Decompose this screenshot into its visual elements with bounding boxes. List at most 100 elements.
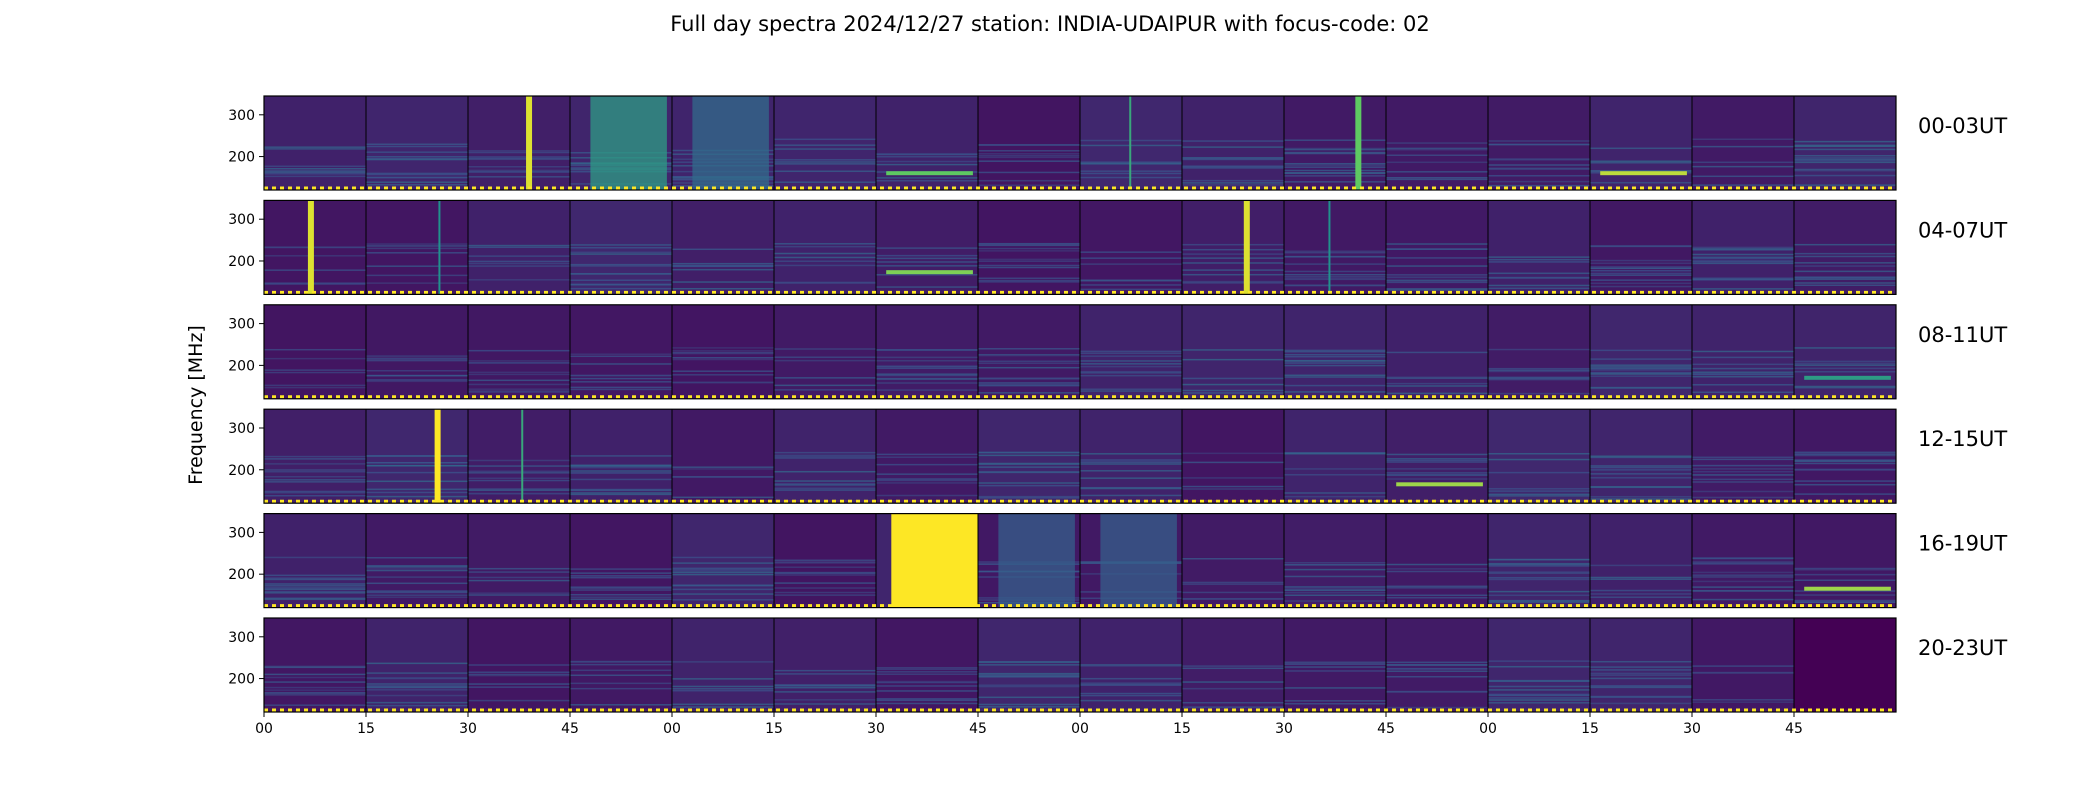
rfi-line — [1386, 147, 1488, 150]
rfi-line — [1386, 594, 1488, 597]
rfi-line — [1692, 571, 1794, 574]
rfi-line — [672, 358, 774, 361]
rfi-line — [366, 355, 468, 357]
rfi-line — [1284, 568, 1386, 571]
rfi-line — [774, 252, 876, 255]
rfi-line — [366, 274, 468, 277]
spectrum-panel — [1386, 409, 1488, 504]
rfi-line — [1080, 372, 1182, 374]
rfi-line — [672, 661, 774, 663]
rfi-line — [978, 154, 1080, 157]
spectrum-panel — [876, 409, 978, 504]
rfi-line — [978, 348, 1080, 350]
spectrum-panel — [1692, 513, 1794, 608]
rfi-line — [366, 462, 468, 464]
spectrum-panel — [672, 200, 774, 295]
rfi-line — [264, 492, 366, 494]
rfi-line — [366, 566, 468, 568]
rfi-line — [978, 672, 1080, 675]
rfi-line — [1488, 261, 1590, 263]
rfi-line — [1590, 259, 1692, 262]
rfi-line — [1692, 458, 1794, 461]
rfi-line — [1080, 251, 1182, 253]
rfi-line — [366, 569, 468, 572]
rfi-line — [1080, 352, 1182, 354]
rfi-line — [1080, 494, 1182, 497]
rfi-line — [570, 488, 672, 491]
rfi-line — [1488, 490, 1590, 492]
rfi-line — [978, 281, 1080, 283]
rfi-line — [1080, 677, 1182, 680]
rfi-line — [1692, 350, 1794, 353]
rfi-line — [978, 674, 1080, 676]
rfi-line — [672, 352, 774, 355]
spectrum-panel — [1692, 96, 1794, 190]
x-tick-label: 15 — [1581, 721, 1599, 737]
spectra-row-3: 200 300 12-15UT — [228, 408, 2007, 504]
rfi-line — [1080, 374, 1182, 377]
rfi-line — [264, 168, 366, 170]
rfi-line — [1284, 273, 1386, 276]
spectrum-panel — [672, 513, 774, 608]
rfi-line — [264, 148, 366, 150]
rfi-line — [978, 144, 1080, 146]
rfi-line — [1488, 571, 1590, 573]
rfi-band — [1804, 375, 1891, 380]
rfi-line — [1386, 288, 1488, 290]
rfi-line — [774, 356, 876, 358]
rfi-line — [1692, 468, 1794, 470]
rfi-line — [1080, 682, 1182, 684]
spectrum-panel — [468, 96, 570, 190]
rfi-line — [876, 478, 978, 480]
spectrum-panel — [774, 618, 876, 712]
rfi-line — [876, 177, 978, 179]
rfi-line — [978, 171, 1080, 174]
rfi-line — [468, 686, 570, 688]
rfi-line — [1284, 166, 1386, 168]
rfi-line — [1284, 391, 1386, 393]
rfi-line — [366, 685, 468, 687]
rfi-line — [1794, 161, 1896, 164]
rfi-line — [1794, 255, 1896, 258]
rfi-line — [1284, 350, 1386, 353]
spectra-row-1: 200 300 04-07UT — [228, 199, 2007, 295]
rfi-line — [1386, 596, 1488, 599]
rfi-line — [1080, 463, 1182, 465]
rfi-line — [468, 349, 570, 352]
rfi-line — [1284, 575, 1386, 578]
rfi-line — [1794, 155, 1896, 157]
rfi-line — [366, 568, 468, 570]
rfi-line — [1284, 278, 1386, 281]
rfi-line — [774, 148, 876, 150]
rfi-line — [264, 470, 366, 473]
rfi-line — [978, 463, 1080, 465]
rfi-line — [1386, 661, 1488, 664]
rfi-line — [978, 382, 1080, 384]
rfi-line — [978, 661, 1080, 663]
rfi-line — [264, 246, 366, 248]
rfi-line — [570, 663, 672, 666]
x-tick-label: 15 — [357, 721, 375, 737]
rfi-line — [1794, 145, 1896, 148]
rfi-line — [1488, 599, 1590, 602]
rfi-line — [1590, 576, 1692, 579]
rfi-line — [468, 262, 570, 265]
x-tick-label: 45 — [969, 721, 987, 737]
rfi-line — [468, 594, 570, 596]
spectrum-panel — [1488, 200, 1590, 295]
rfi-line — [876, 349, 978, 351]
rfi-line — [1692, 249, 1794, 251]
rfi-line — [1590, 496, 1692, 498]
rfi-line — [468, 390, 570, 392]
rfi-line — [1182, 280, 1284, 283]
rfi-line — [1794, 168, 1896, 171]
x-tick-label: 30 — [1683, 721, 1701, 737]
rfi-line — [774, 699, 876, 701]
rfi-line — [1182, 166, 1284, 168]
rfi-line — [1794, 386, 1896, 389]
rfi-line — [1488, 370, 1590, 373]
rfi-line — [1794, 590, 1896, 592]
rfi-line — [1794, 567, 1896, 570]
rfi-line — [876, 668, 978, 671]
rfi-line — [1080, 699, 1182, 702]
